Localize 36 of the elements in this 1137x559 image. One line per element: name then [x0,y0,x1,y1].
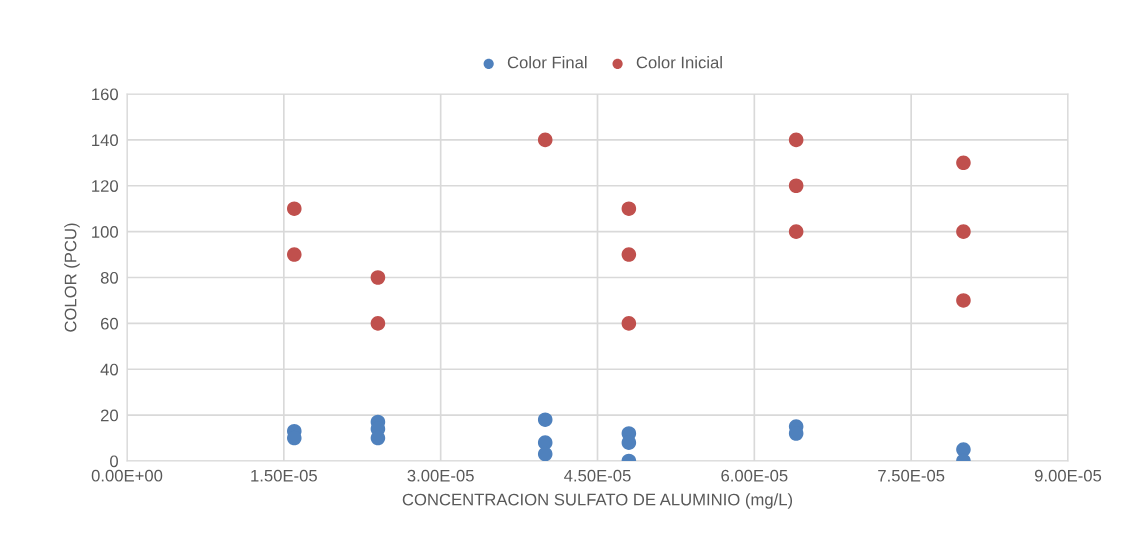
y-tick-label: 160 [92,88,119,101]
point [621,201,637,216]
point [788,132,804,148]
x-tick-label: 9.00E-05 [1034,469,1102,482]
point [621,316,637,331]
x-tick-label: 4.50E-05 [564,469,631,482]
x-axis-title: CONCENTRACION SULFATO DE ALUMINIO (mg/L) [402,493,793,509]
x-tick-label: 3.00E-05 [407,469,474,482]
x-tick-label: 6.00E-05 [721,469,788,482]
y-tick-label: 40 [100,363,119,376]
legend-label: Color Inicial [636,56,722,69]
point [537,132,553,148]
y-axis-title: COLOR (PCU) [64,223,80,332]
point [537,412,553,427]
y-tick-label: 0 [110,455,119,468]
point [956,293,971,308]
point [370,316,386,331]
point [537,446,553,461]
point [788,224,804,239]
point [621,247,637,262]
point [370,270,386,285]
x-tick-label: 0.00E+00 [91,469,163,482]
y-tick-label: 20 [100,409,119,422]
y-tick-label: 140 [92,134,119,147]
point [956,224,971,239]
point [287,247,302,262]
point [956,155,971,171]
y-tick-label: 100 [92,226,119,238]
point [788,178,804,194]
x-tick-label: 1.50E-05 [251,469,317,482]
y-tick-label: 60 [100,317,119,330]
y-tick-label: 120 [92,180,119,192]
x-tick-label: 7.50E-05 [878,469,945,482]
y-tick-label: 80 [100,271,119,284]
point [287,201,302,216]
legend-label: Color Final [507,56,587,69]
